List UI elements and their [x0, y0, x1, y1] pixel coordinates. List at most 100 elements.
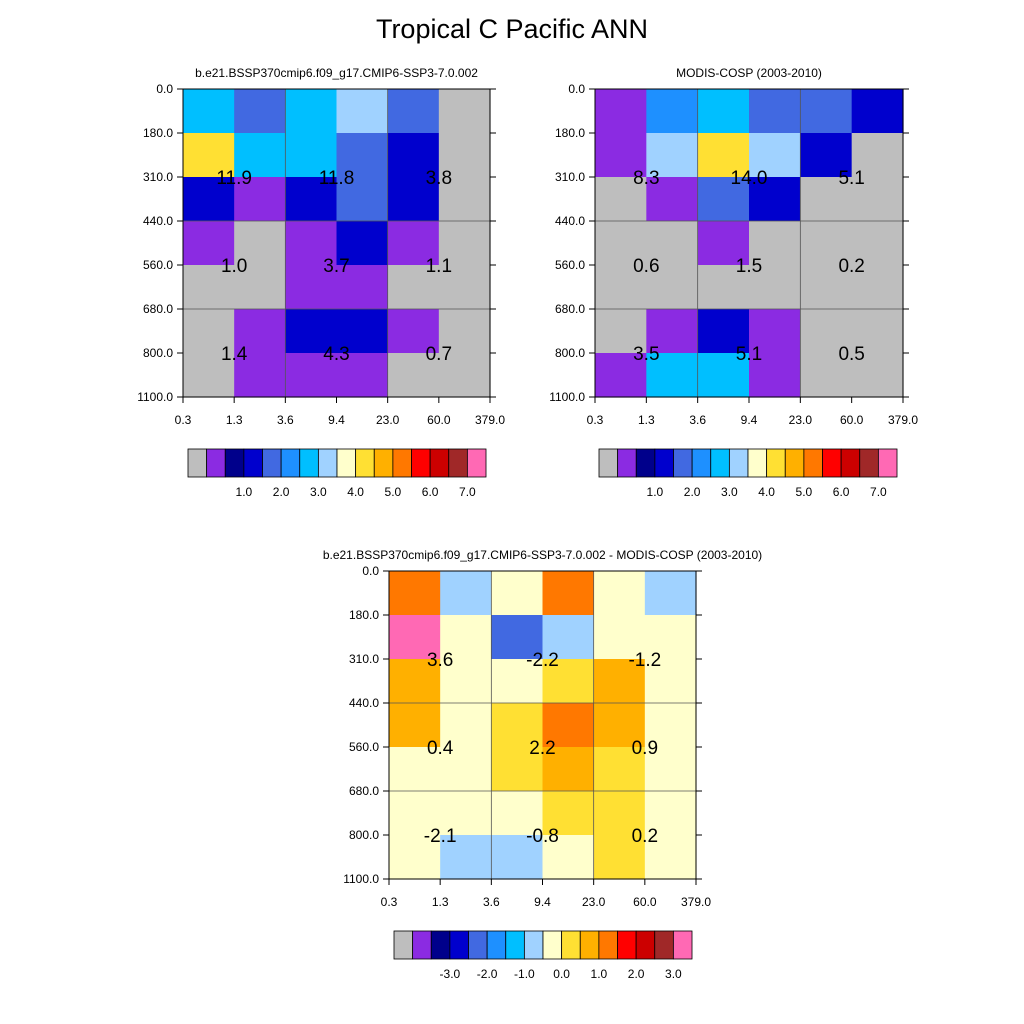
colorbar-box: [448, 448, 468, 478]
x-tick-label: 1.3: [638, 413, 655, 427]
panel-model: b.e21.BSSP370cmip6.f09_g17.CMIP6-SSP3-7.…: [137, 66, 505, 499]
y-tick-label: 180.0: [143, 126, 173, 140]
colorbar-tick-label: 3.0: [310, 485, 327, 499]
block-value-label: 8.3: [633, 168, 659, 189]
colorbar-box: [617, 930, 637, 960]
heatmap-cell: [183, 89, 235, 134]
heatmap-cell: [440, 747, 492, 792]
colorbar-tick-label: 4.0: [347, 485, 364, 499]
colorbar-box: [598, 930, 618, 960]
block-value-label: 1.4: [221, 344, 248, 365]
heatmap-cell: [646, 309, 699, 354]
colorbar-tick-label: 6.0: [833, 485, 850, 499]
y-tick-label: 680.0: [555, 302, 585, 316]
block-value-label: -2.1: [424, 826, 457, 847]
colorbar-tick-label: 6.0: [422, 485, 439, 499]
heatmap-cell: [749, 133, 801, 178]
heatmap-cell: [387, 89, 440, 134]
heatmap-cell: [440, 835, 492, 880]
y-tick-label: 440.0: [555, 214, 585, 228]
heatmap-cell: [644, 615, 697, 660]
block-value-label: -0.8: [526, 826, 559, 847]
panel-title: b.e21.BSSP370cmip6.f09_g17.CMIP6-SSP3-7.…: [195, 66, 478, 80]
heatmap-cell: [438, 89, 491, 134]
heatmap-cell: [800, 221, 853, 266]
heatmap-cell: [491, 659, 544, 704]
x-tick-label: 23.0: [376, 413, 400, 427]
heatmap-cell: [387, 133, 440, 178]
y-tick-label: 440.0: [143, 214, 173, 228]
heatmap-cell: [800, 265, 853, 310]
heatmap-cell: [697, 89, 750, 134]
heatmap-cell: [749, 265, 801, 310]
colorbar-tick-label: -3.0: [440, 967, 461, 981]
block-value-label: 11.9: [216, 168, 252, 189]
colorbar-tick-label: 2.0: [628, 967, 645, 981]
colorbar-box: [206, 448, 226, 478]
colorbar-box: [468, 930, 488, 960]
heatmap-cell: [851, 133, 904, 178]
heatmap-cell: [595, 309, 647, 354]
y-tick-label: 1100.0: [343, 872, 379, 886]
block-value-label: 0.9: [632, 738, 658, 759]
colorbar-tick-label: -1.0: [514, 967, 535, 981]
heatmap-cell: [183, 309, 235, 354]
heatmap-cell: [387, 265, 440, 310]
block-value-label: 0.5: [838, 344, 864, 365]
heatmap-cell: [697, 221, 750, 266]
heatmap-cell: [285, 221, 338, 266]
heatmap-cell: [697, 353, 750, 398]
heatmap-cell: [593, 747, 646, 792]
block-value-label: 1.5: [736, 256, 762, 277]
heatmap-cell: [851, 353, 904, 398]
heatmap-cell: [438, 309, 491, 354]
colorbar-tick-label: 2.0: [684, 485, 701, 499]
colorbar-box: [299, 448, 319, 478]
y-tick-label: 560.0: [143, 258, 173, 272]
heatmap-cell: [336, 221, 389, 266]
x-tick-label: 60.0: [427, 413, 451, 427]
heatmap-cell: [593, 703, 646, 748]
heatmap-cell: [491, 791, 544, 836]
heatmap-cell: [542, 703, 595, 748]
heatmap-cell: [285, 353, 338, 398]
y-tick-label: 680.0: [349, 784, 379, 798]
colorbar-box: [561, 930, 581, 960]
heatmap-cell: [336, 177, 389, 222]
heatmap-cell: [183, 133, 235, 178]
heatmap-cell: [336, 353, 389, 398]
heatmap-cell: [183, 265, 235, 310]
colorbar-tick-label: 1.0: [647, 485, 664, 499]
x-tick-label: 379.0: [681, 895, 711, 909]
block-value-label: 3.7: [323, 256, 349, 277]
colorbar-box: [710, 448, 730, 478]
y-tick-label: 180.0: [349, 608, 379, 622]
heatmap-cell: [387, 221, 440, 266]
colorbar-box: [598, 448, 619, 478]
heatmap-cell: [389, 659, 441, 704]
heatmap-cell: [438, 265, 491, 310]
colorbar-tick-label: 3.0: [665, 967, 682, 981]
heatmap-cell: [697, 265, 750, 310]
colorbar-box: [542, 930, 563, 960]
colorbar-box: [243, 448, 263, 478]
heatmap-cell: [389, 615, 441, 660]
x-tick-label: 23.0: [582, 895, 606, 909]
x-tick-label: 9.4: [741, 413, 758, 427]
heatmap-cell: [542, 835, 595, 880]
heatmap-cell: [644, 835, 697, 880]
colorbar-box: [411, 448, 431, 478]
heatmap-cell: [234, 221, 286, 266]
colorbar-box: [429, 448, 450, 478]
heatmap-cell: [542, 791, 595, 836]
block-value-label: -1.2: [628, 650, 661, 671]
heatmap-cell: [646, 89, 699, 134]
heatmap-cell: [336, 89, 389, 134]
y-tick-label: 180.0: [555, 126, 585, 140]
heatmap-cell: [234, 89, 286, 134]
heatmap-cell: [697, 177, 750, 222]
y-tick-label: 0.0: [362, 564, 379, 578]
block-value-label: 1.0: [221, 256, 247, 277]
heatmap-cell: [440, 703, 492, 748]
colorbar-box: [803, 448, 823, 478]
